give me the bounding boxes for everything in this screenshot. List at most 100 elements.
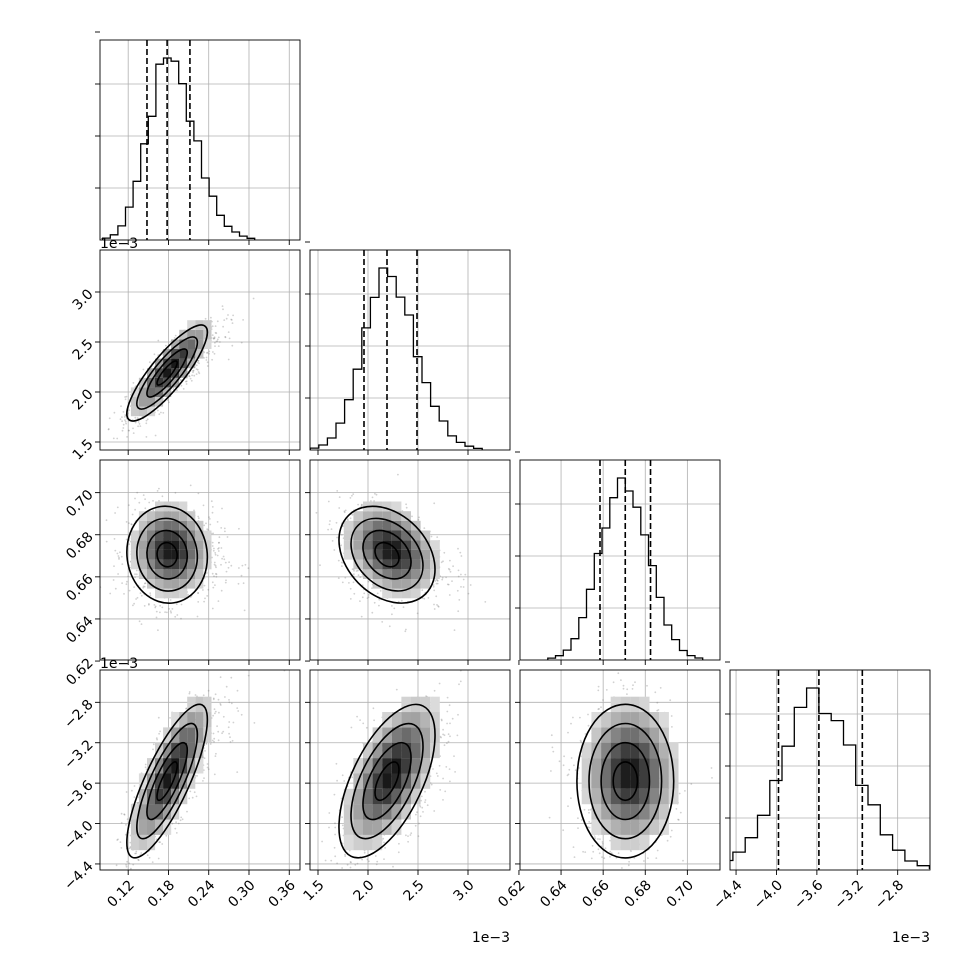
scatter-point bbox=[116, 506, 119, 509]
contour-line bbox=[146, 529, 189, 580]
scatter-point bbox=[196, 368, 199, 371]
panel-frame bbox=[309, 459, 511, 661]
scatter-point bbox=[135, 569, 138, 572]
scatter-point bbox=[130, 867, 132, 870]
scatter-point bbox=[442, 560, 444, 563]
density-cell bbox=[130, 804, 139, 820]
scatter-point bbox=[152, 743, 155, 746]
density-cell bbox=[179, 511, 188, 521]
scatter-point bbox=[351, 494, 353, 497]
scatter-point bbox=[217, 548, 219, 550]
scatter-point bbox=[228, 699, 230, 701]
scatter-point bbox=[241, 564, 244, 567]
scatter-point bbox=[107, 428, 110, 430]
scatter-point bbox=[211, 541, 214, 544]
scatter-point bbox=[448, 568, 451, 571]
scatter-point bbox=[446, 583, 449, 586]
density-cell bbox=[138, 377, 147, 388]
scatter-point bbox=[343, 511, 346, 514]
scatter-point bbox=[213, 740, 215, 743]
contour-line bbox=[136, 336, 199, 410]
scatter-point bbox=[443, 744, 446, 747]
scatter-point bbox=[155, 610, 158, 613]
density-cell bbox=[195, 349, 204, 359]
scatter-point bbox=[206, 352, 208, 354]
scatter-point bbox=[134, 576, 137, 579]
scatter-point bbox=[418, 822, 420, 825]
density-cell bbox=[420, 578, 431, 589]
scatter-point bbox=[242, 582, 245, 585]
scatter-point bbox=[222, 308, 224, 311]
scatter-point bbox=[214, 693, 217, 696]
scatter-point bbox=[123, 593, 125, 595]
scatter-point bbox=[116, 839, 119, 841]
scatter-point bbox=[211, 358, 214, 361]
scatter-point bbox=[405, 628, 407, 631]
panel-frame bbox=[519, 459, 721, 661]
scatter-point bbox=[121, 416, 123, 418]
scatter-point bbox=[414, 824, 417, 827]
density-cell bbox=[195, 520, 204, 531]
panel-content bbox=[100, 40, 300, 240]
density-cell bbox=[187, 696, 196, 713]
scatter-point bbox=[185, 380, 187, 383]
scatter-point bbox=[132, 427, 134, 430]
scatter-point bbox=[213, 575, 215, 578]
scatter-point bbox=[217, 345, 220, 347]
scatter-point bbox=[215, 572, 217, 575]
density-cell bbox=[179, 578, 188, 589]
scatter-point bbox=[188, 375, 191, 378]
scatter-point bbox=[206, 595, 209, 597]
scatter-point bbox=[351, 568, 354, 571]
scatter-point bbox=[228, 732, 231, 735]
density-cell bbox=[343, 520, 354, 531]
scatter-point bbox=[237, 710, 240, 712]
density-cell bbox=[171, 339, 180, 349]
scatter-point bbox=[159, 730, 162, 733]
scatter-point bbox=[361, 504, 363, 507]
density-cell bbox=[155, 377, 164, 388]
density-cell bbox=[363, 511, 373, 521]
scatter-point bbox=[120, 555, 123, 558]
scatter-point bbox=[230, 318, 233, 321]
scatter-point bbox=[467, 592, 470, 595]
scatter-point bbox=[171, 608, 174, 610]
density-cell bbox=[147, 804, 156, 820]
scatter-point bbox=[215, 332, 218, 335]
density-cell bbox=[179, 540, 188, 550]
density-cell bbox=[187, 727, 196, 743]
scatter-point bbox=[207, 689, 210, 692]
scatter-point bbox=[336, 779, 338, 782]
density-cell bbox=[420, 540, 431, 550]
density-cell bbox=[147, 758, 156, 774]
scatter-point bbox=[349, 861, 352, 863]
scatter-point bbox=[154, 605, 157, 608]
scatter-point bbox=[192, 371, 194, 374]
scatter-point bbox=[214, 345, 216, 347]
y-tick-label: −4.0 bbox=[61, 818, 96, 853]
scatter-point bbox=[125, 538, 128, 541]
scatter-point bbox=[156, 490, 159, 492]
scatter-point bbox=[180, 603, 183, 606]
density-cell bbox=[353, 559, 363, 570]
scatter-point bbox=[417, 835, 420, 838]
scatter-point bbox=[133, 602, 136, 605]
scatter-point bbox=[179, 378, 182, 381]
density-cell bbox=[353, 540, 363, 550]
density-cell bbox=[372, 511, 383, 521]
scatter-point bbox=[217, 600, 220, 602]
density-cell bbox=[171, 549, 180, 560]
scatter-point bbox=[125, 395, 128, 398]
scatter-point bbox=[381, 621, 384, 623]
scatter-point bbox=[402, 606, 405, 609]
scatter-point bbox=[145, 419, 148, 422]
scatter-point bbox=[203, 777, 205, 779]
scatter-point bbox=[349, 587, 352, 590]
scatter-point bbox=[218, 711, 220, 714]
scatter-point bbox=[215, 575, 218, 578]
scatter-point bbox=[448, 704, 451, 707]
scatter-point bbox=[114, 512, 116, 514]
scatter-point bbox=[424, 799, 427, 801]
scatter-point bbox=[373, 601, 376, 604]
scatter-point bbox=[127, 575, 130, 578]
